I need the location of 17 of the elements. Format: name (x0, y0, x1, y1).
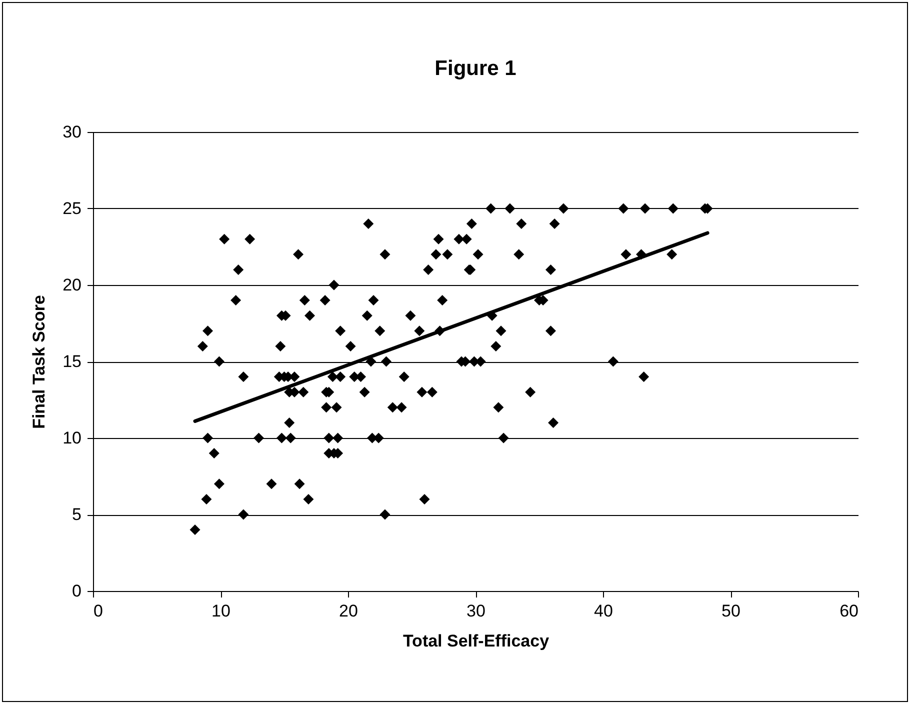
y-tick-label: 5 (72, 505, 82, 524)
y-tick-label: 10 (62, 428, 82, 448)
chart-title: Figure 1 (434, 57, 517, 80)
x-tick-label: 40 (594, 602, 613, 620)
y-tick-label: 15 (62, 352, 82, 371)
x-tick-label: 10 (212, 602, 230, 620)
x-tick-label: 60 (840, 602, 858, 620)
y-tick-label: 20 (62, 276, 82, 294)
x-tick-label: 20 (339, 602, 358, 620)
y-tick-label: 30 (62, 122, 82, 142)
y-axis-title: Final Task Score (30, 295, 49, 429)
y-tick-label: 0 (72, 582, 82, 600)
x-tick-label: 0 (94, 602, 103, 620)
x-tick-label: 30 (466, 602, 486, 620)
y-tick-label: 25 (62, 199, 82, 218)
x-axis-title: Total Self-Efficacy (402, 632, 550, 650)
x-tick-label: 50 (722, 602, 740, 620)
